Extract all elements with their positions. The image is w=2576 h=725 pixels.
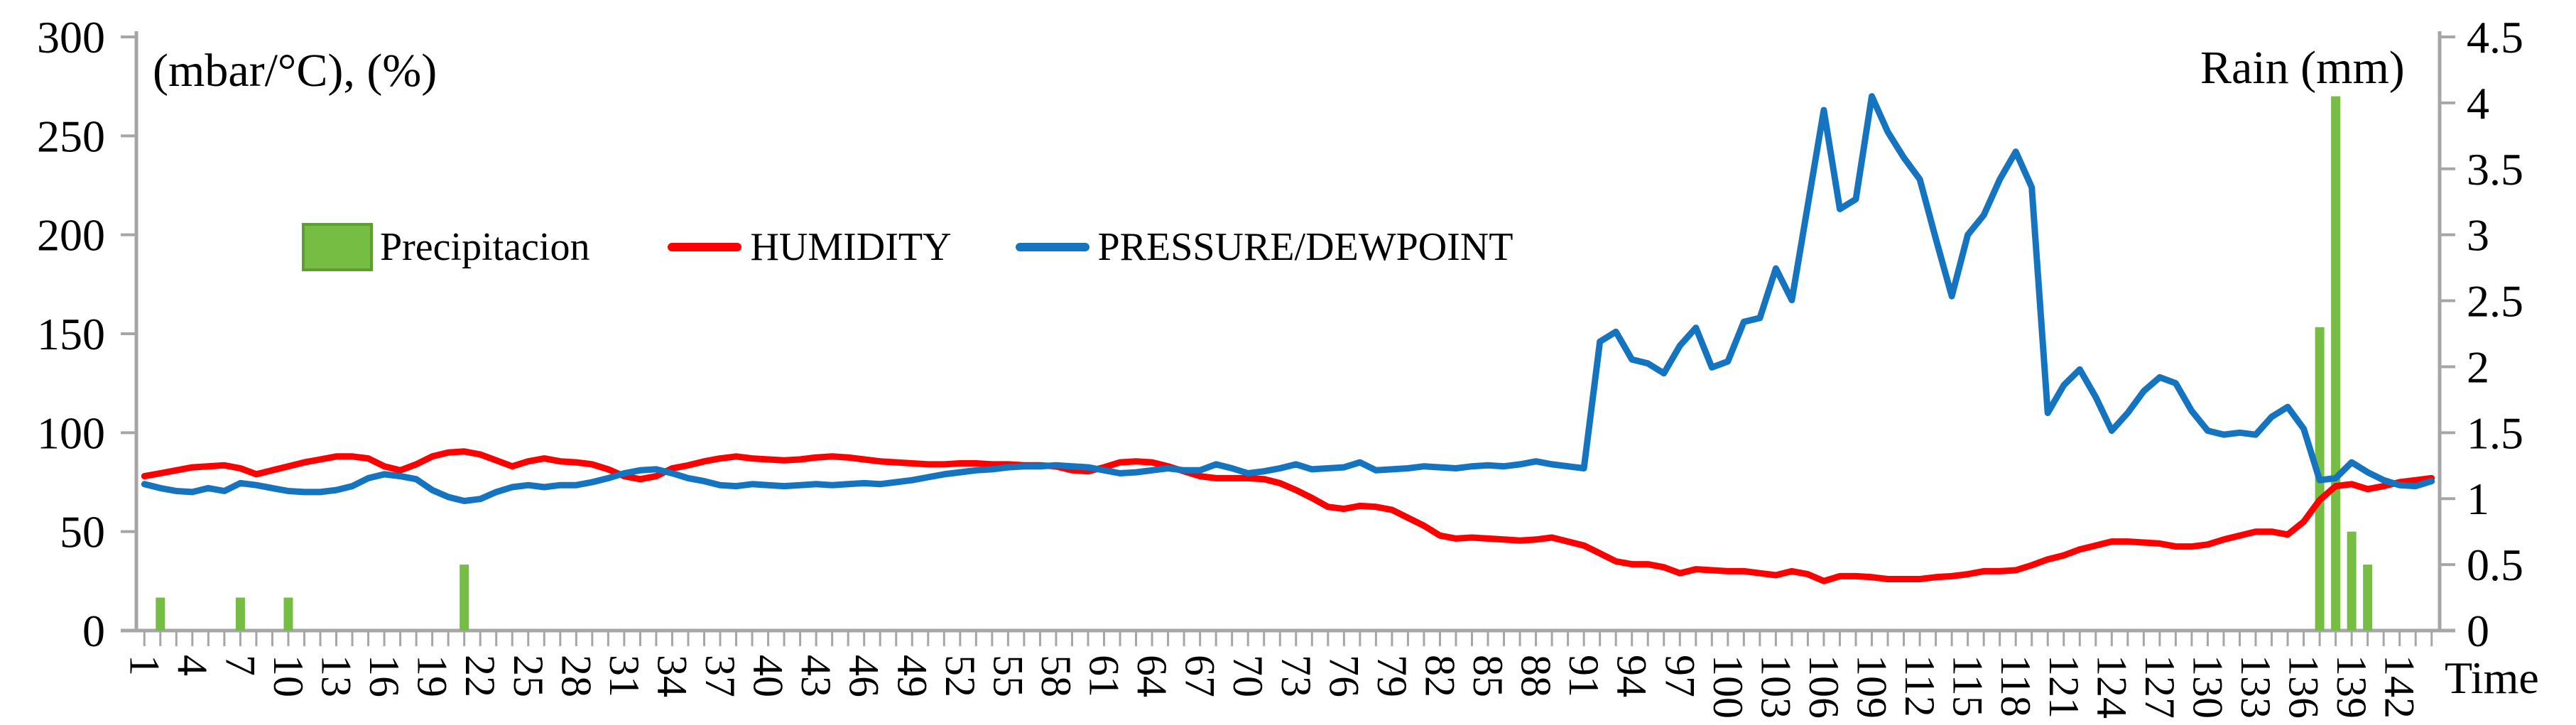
x-axis-tick-label: 46 [841,655,888,697]
x-axis-tick-label: 76 [1320,655,1367,697]
x-axis-tick-label: 34 [648,655,695,697]
x-axis-tick-label: 37 [697,655,744,697]
x-axis-tick-label: 142 [2376,655,2423,719]
x-axis-tick-label: 127 [2136,655,2183,719]
x-axis-tick-label: 1 [121,655,168,676]
x-axis-tick-label: 58 [1033,655,1080,697]
x-axis-tick-label: 61 [1081,655,1128,697]
x-axis-tick-label: 13 [313,655,360,697]
precipitation-bar [2347,531,2357,631]
x-axis-tick-label: 67 [1177,655,1224,697]
x-axis-tick-label: 43 [793,655,839,697]
x-axis-tick-label: 91 [1560,655,1607,697]
x-axis-tick-label: 124 [2088,655,2135,719]
left-axis-tick-label: 50 [60,507,105,557]
x-axis-tick-label: 136 [2281,655,2327,719]
x-axis-tick-label: 40 [745,655,792,697]
right-axis-tick-label: 1.5 [2467,408,2523,458]
legend: Precipitacion HUMIDITY PRESSURE/DEWPOINT [302,219,1513,276]
x-axis-title: Time [2445,653,2539,703]
left-axis-tick-label: 0 [82,606,105,656]
x-axis-tick-label: 4 [169,655,216,676]
x-axis-tick-label: 16 [361,655,408,697]
x-axis-tick-label: 109 [1849,655,1896,719]
legend-item-pressure-dewpoint: PRESSURE/DEWPOINT [1015,219,1513,276]
humidity-line-swatch-icon [668,243,742,251]
left-axis-tick-label: 150 [37,309,105,359]
precipitation-bar [2331,96,2341,631]
right-axis-tick-label: 3 [2467,210,2489,261]
x-axis-tick-label: 64 [1129,655,1175,697]
left-axis-tick-label: 250 [37,111,105,161]
legend-label-pressure-dewpoint: PRESSURE/DEWPOINT [1097,225,1513,269]
x-axis-tick-label: 73 [1273,655,1320,697]
x-axis-tick-label: 88 [1513,655,1560,697]
precipitation-bar [460,565,469,631]
x-axis-tick-label: 100 [1705,655,1751,719]
precipitation-bar-swatch-icon [302,223,373,271]
x-axis-tick-label: 139 [2328,655,2375,719]
legend-item-humidity: HUMIDITY [668,219,952,276]
left-axis-units-title: (mbar/°C), (%) [153,45,438,97]
right-axis-tick-label: 4 [2467,78,2489,129]
x-axis-tick-label: 55 [984,655,1031,697]
legend-item-precipitation: Precipitacion [302,219,589,276]
humidity-line [141,448,2435,584]
x-axis-tick-label: 82 [1416,655,1463,697]
right-axis-tick-label: 2.5 [2467,276,2523,327]
x-axis-tick-label: 19 [409,655,456,697]
left-axis-tick-label: 200 [37,210,105,261]
precipitation-bar [2363,565,2373,631]
x-axis-tick-label: 28 [553,655,599,697]
x-axis-tick-label: 10 [265,655,312,697]
right-axis-tick-label: 3.5 [2467,144,2523,195]
x-axis-tick-label: 52 [937,655,984,697]
right-axis-tick-label: 1 [2467,474,2489,524]
x-axis-tick-label: 79 [1369,655,1415,697]
pressure-dewpoint-line [141,93,2435,504]
x-axis-tick-label: 121 [2040,655,2087,719]
precipitation-bar [235,597,245,631]
x-axis-tick-label: 106 [1800,655,1847,719]
x-axis-tick-label: 118 [1992,655,2039,717]
right-axis-tick-label: 2 [2467,342,2489,392]
x-axis-tick-label: 31 [601,655,648,697]
x-axis-tick-label: 85 [1464,655,1511,697]
x-axis-tick-label: 112 [1896,655,1943,717]
pressure-dewpoint-line-swatch-icon [1015,243,1089,251]
x-axis-tick-label: 49 [888,655,935,697]
precipitation-bar [156,597,165,631]
right-axis-tick-label: 4.5 [2467,12,2523,62]
x-axis-tick-label: 103 [1752,655,1799,719]
x-axis-tick-label: 97 [1656,655,1703,697]
x-axis-tick-label: 130 [2184,655,2231,719]
x-axis-tick-label: 25 [505,655,552,697]
x-axis-tick-label: 22 [457,655,504,697]
legend-label-humidity: HUMIDITY [750,225,952,269]
x-axis-tick-label: 70 [1224,655,1271,697]
left-axis-tick-label: 300 [37,12,105,62]
x-axis-tick-label: 133 [2232,655,2279,719]
right-axis-tick-label: 0.5 [2467,540,2523,590]
x-axis-tick-label: 94 [1609,655,1656,697]
x-axis-tick-label: 7 [217,655,263,676]
precipitation-bar [283,597,293,631]
x-axis-tick-label: 115 [1945,655,1991,717]
right-axis-title: Rain (mm) [2200,42,2405,94]
right-axis-tick-label: 0 [2467,606,2489,656]
left-axis-tick-label: 100 [37,408,105,458]
legend-label-precipitation: Precipitacion [380,225,590,269]
